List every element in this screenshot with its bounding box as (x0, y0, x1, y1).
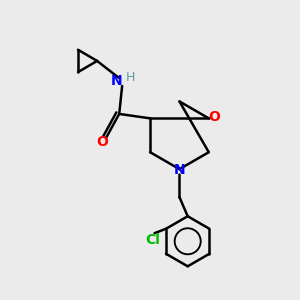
Text: O: O (97, 135, 108, 148)
Text: N: N (174, 163, 185, 177)
Text: H: H (126, 70, 135, 84)
Text: N: N (111, 74, 123, 88)
Text: O: O (208, 110, 220, 124)
Text: Cl: Cl (146, 233, 160, 247)
